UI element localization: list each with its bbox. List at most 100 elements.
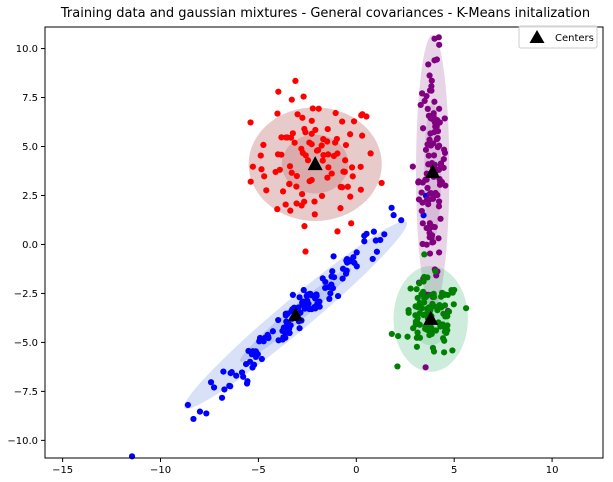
- data-point: [318, 192, 326, 200]
- data-point: [342, 157, 349, 164]
- data-point: [269, 328, 276, 335]
- data-point: [390, 212, 397, 219]
- data-point: [227, 383, 234, 390]
- legend-center-marker: [529, 30, 545, 43]
- legend-label-centers: Centers: [555, 33, 594, 44]
- data-point: [442, 313, 449, 320]
- plot-frame: [44, 26, 604, 459]
- data-point: [427, 328, 435, 335]
- data-point: [462, 305, 470, 312]
- data-point: [233, 372, 240, 379]
- data-point: [434, 307, 441, 314]
- data-point: [343, 267, 350, 274]
- data-points: [128, 34, 470, 460]
- data-point: [278, 134, 285, 141]
- data-point: [282, 334, 289, 341]
- data-point: [309, 105, 316, 112]
- data-point: [404, 333, 411, 340]
- data-point: [286, 180, 293, 187]
- data-point: [210, 384, 218, 391]
- data-point: [424, 184, 431, 192]
- data-point: [196, 408, 204, 415]
- data-point: [252, 348, 259, 355]
- data-point: [425, 201, 432, 208]
- data-point: [324, 174, 331, 181]
- data-point: [319, 157, 326, 164]
- data-point: [441, 349, 448, 356]
- data-point: [421, 97, 428, 105]
- data-point: [282, 201, 289, 208]
- data-point: [419, 220, 426, 227]
- data-point: [337, 183, 344, 190]
- data-point: [367, 150, 374, 157]
- data-point: [438, 289, 446, 296]
- data-point: [316, 298, 323, 305]
- data-point: [258, 355, 265, 363]
- data-point: [432, 268, 439, 275]
- data-point: [415, 179, 422, 186]
- data-point: [347, 131, 354, 138]
- data-point: [344, 183, 351, 190]
- data-point: [327, 290, 334, 297]
- data-point: [422, 146, 430, 153]
- y-tick-label: −2.5: [14, 289, 38, 300]
- data-point: [427, 130, 434, 137]
- data-point: [311, 211, 318, 218]
- data-point: [378, 179, 385, 187]
- data-point: [330, 274, 338, 281]
- cluster-centers: [288, 156, 441, 325]
- data-point: [274, 151, 282, 158]
- data-point: [311, 198, 318, 205]
- data-point: [436, 301, 443, 309]
- data-point: [434, 144, 441, 151]
- data-point: [287, 134, 295, 141]
- data-point: [300, 93, 307, 100]
- data-point: [425, 112, 432, 119]
- data-point: [409, 163, 416, 170]
- data-point: [286, 325, 293, 332]
- data-point: [292, 77, 299, 85]
- data-point: [282, 134, 290, 141]
- data-point: [240, 373, 247, 380]
- data-point: [414, 303, 421, 311]
- data-point: [218, 394, 226, 401]
- data-point: [441, 337, 448, 344]
- data-point: [247, 119, 254, 126]
- data-point: [280, 324, 288, 331]
- data-point: [430, 348, 438, 355]
- data-point: [296, 325, 303, 332]
- data-point: [361, 238, 368, 245]
- data-point: [381, 231, 388, 238]
- data-point: [326, 295, 333, 302]
- data-point: [359, 132, 366, 139]
- data-point: [416, 334, 424, 341]
- data-point: [325, 164, 332, 171]
- x-tick-label: 10: [546, 465, 559, 476]
- data-point: [426, 250, 434, 257]
- center-marker: [423, 310, 439, 325]
- data-point: [422, 364, 429, 371]
- data-point: [444, 322, 451, 329]
- data-point: [293, 172, 300, 180]
- data-point: [421, 273, 428, 281]
- data-point: [306, 305, 313, 313]
- data-point: [419, 125, 427, 132]
- data-point: [260, 338, 267, 345]
- data-point: [300, 286, 307, 294]
- data-point: [301, 198, 308, 205]
- data-point: [318, 142, 325, 149]
- x-tick-label: 5: [451, 465, 457, 476]
- data-point: [350, 254, 357, 261]
- data-point: [275, 88, 282, 95]
- data-point: [286, 163, 294, 170]
- data-point: [274, 110, 281, 117]
- data-point: [289, 291, 296, 299]
- data-point: [370, 228, 377, 235]
- data-point: [428, 77, 435, 84]
- data-point: [394, 363, 401, 370]
- data-point: [350, 118, 358, 125]
- data-point: [426, 136, 433, 143]
- data-point: [413, 286, 420, 293]
- data-point: [423, 176, 430, 183]
